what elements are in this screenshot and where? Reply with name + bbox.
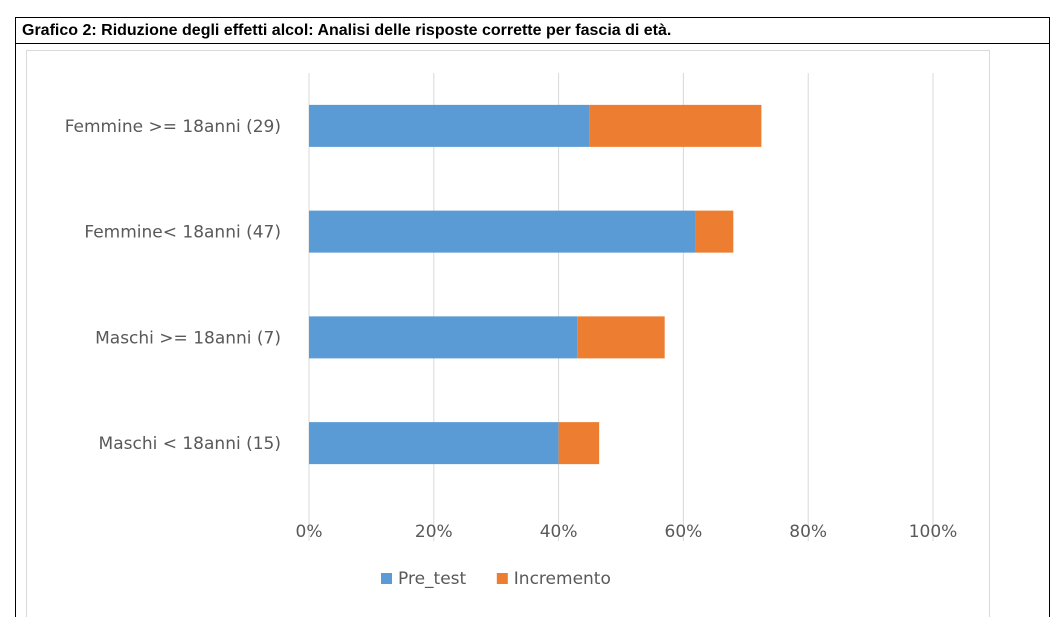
bar-incremento xyxy=(695,210,734,253)
legend-label: Pre_test xyxy=(398,569,467,589)
x-tick-label: 20% xyxy=(415,522,453,542)
legend-label: Incremento xyxy=(514,569,611,589)
legend-swatch xyxy=(496,573,508,584)
bar-pre-test xyxy=(309,422,559,465)
figure-frame xyxy=(15,17,1050,617)
bar-incremento xyxy=(577,316,665,359)
x-tick-label: 60% xyxy=(665,522,703,542)
category-label: Maschi >= 18anni (7) xyxy=(95,328,281,348)
x-tick-label: 80% xyxy=(789,522,827,542)
bar-pre-test xyxy=(309,104,590,147)
bar-pre-test xyxy=(309,316,578,359)
chart-area: 0% 20% 40% 60% 80% 100% Femmine >= 18anni (29)… xyxy=(26,50,990,617)
category-label: Maschi < 18anni (15) xyxy=(99,434,281,454)
bar-incremento xyxy=(589,104,762,147)
x-tick-label: 0% xyxy=(296,522,323,542)
category-label: Femmine >= 18anni (29) xyxy=(65,117,281,137)
bar-pre-test xyxy=(309,210,696,253)
legend-swatch xyxy=(381,573,392,584)
bar-incremento xyxy=(558,422,600,465)
chart-title: Grafico 2: Riduzione degli effetti alcol… xyxy=(16,18,1049,44)
x-tick-label: 40% xyxy=(540,522,578,542)
chart-svg: 0% 20% 40% 60% 80% 100% Femmine >= 18anni (29)… xyxy=(65,73,958,589)
category-label: Femmine< 18anni (47) xyxy=(84,223,281,243)
x-tick-label: 100% xyxy=(909,522,958,542)
